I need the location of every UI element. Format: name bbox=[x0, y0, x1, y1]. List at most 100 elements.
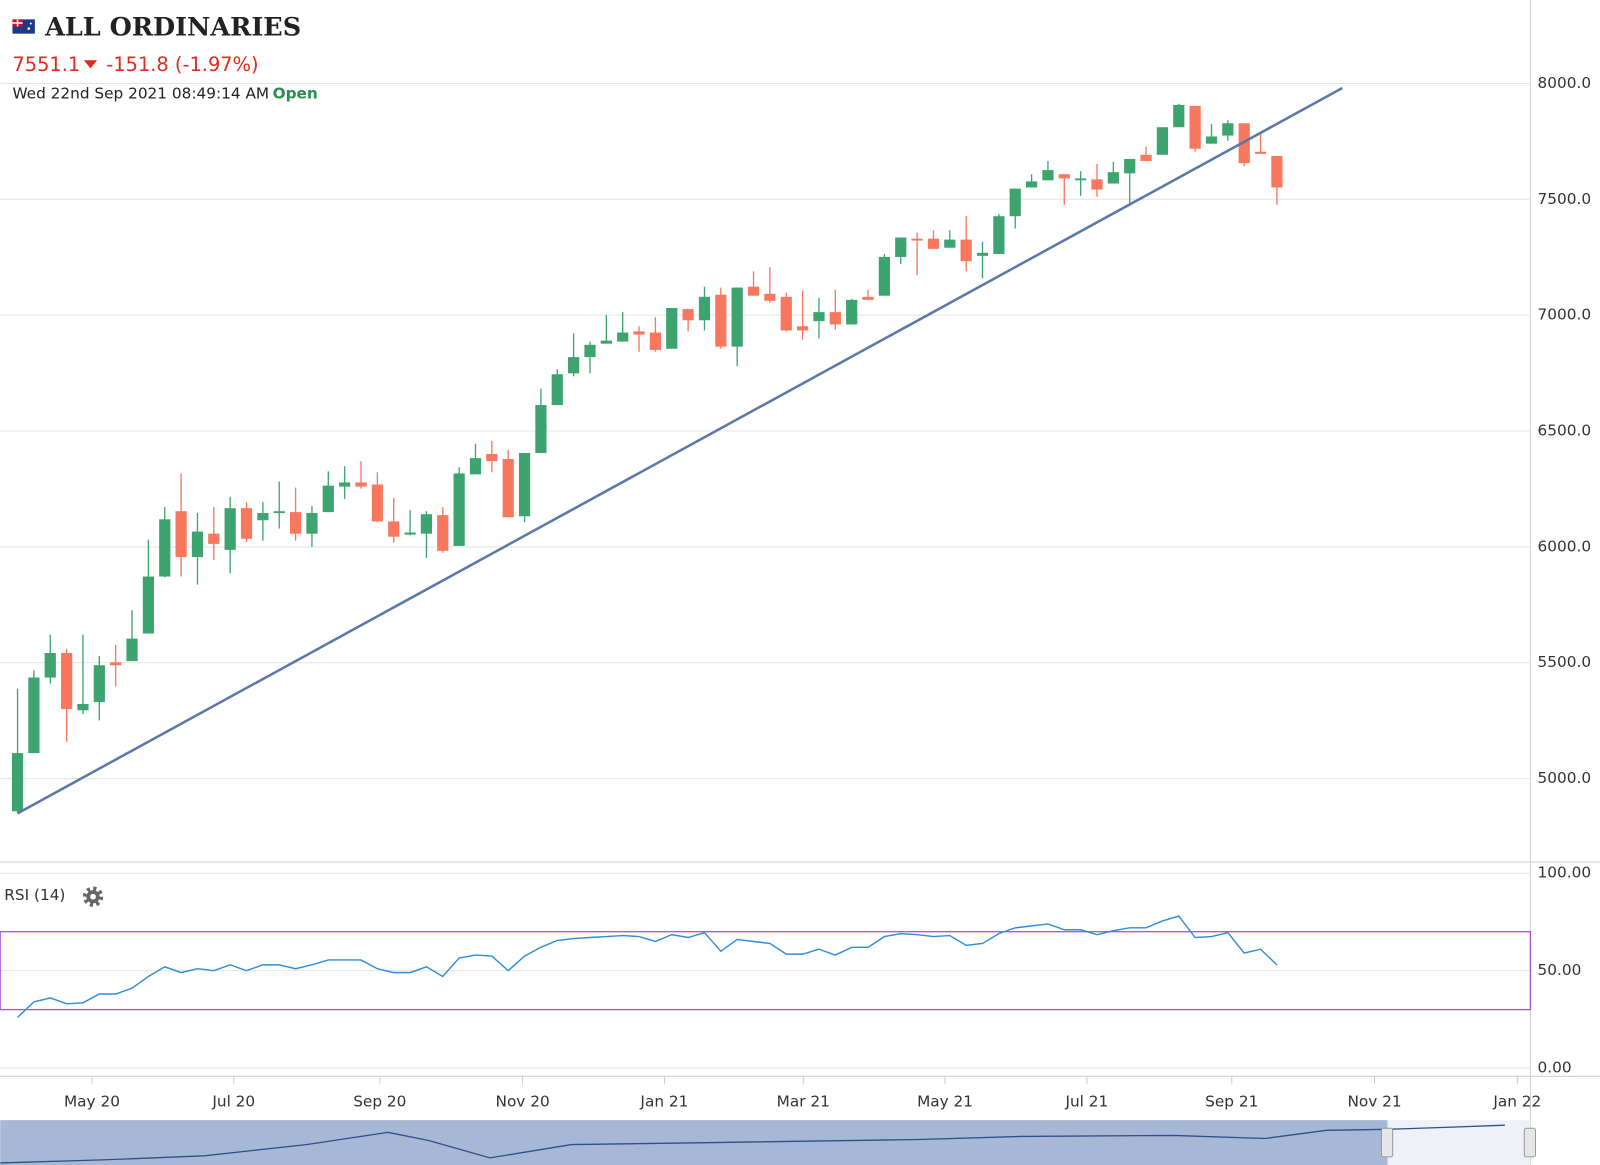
candle-body bbox=[371, 484, 383, 522]
y-tick-label: 0.00 bbox=[1538, 1059, 1572, 1077]
rsi-line bbox=[17, 915, 1278, 1018]
x-tick-label: Mar 21 bbox=[777, 1092, 830, 1110]
candle-body bbox=[289, 512, 302, 534]
candle-body bbox=[142, 576, 155, 634]
x-tick-label: May 20 bbox=[64, 1092, 120, 1110]
candle-body bbox=[437, 515, 449, 551]
x-tick-label: Jul 20 bbox=[211, 1092, 255, 1110]
candle-body bbox=[649, 332, 662, 350]
candle-body bbox=[1173, 104, 1185, 128]
candle-body bbox=[126, 638, 138, 662]
candle-body bbox=[960, 239, 972, 262]
candle-body bbox=[469, 458, 482, 475]
candle-body bbox=[240, 508, 253, 539]
candle-body bbox=[976, 252, 989, 256]
candle-body bbox=[322, 485, 334, 513]
x-tick-label: May 21 bbox=[917, 1092, 973, 1110]
candle-body bbox=[666, 307, 678, 349]
candle-body bbox=[486, 453, 498, 462]
y-tick-label: 50.00 bbox=[1538, 961, 1582, 979]
candle-body bbox=[813, 312, 825, 322]
navigator[interactable] bbox=[0, 1120, 1537, 1165]
candle-body bbox=[993, 216, 1005, 254]
candle-body bbox=[747, 286, 760, 296]
candle-body bbox=[502, 459, 514, 518]
candle-body bbox=[764, 293, 776, 301]
candle-body bbox=[682, 309, 694, 321]
candle-body bbox=[698, 296, 711, 321]
y-tick-label: 100.00 bbox=[1538, 864, 1592, 882]
candle-body bbox=[846, 299, 858, 325]
candle-body bbox=[829, 312, 841, 325]
y-tick-label: 6000.0 bbox=[1538, 537, 1592, 555]
candle-body bbox=[175, 511, 187, 558]
candle-body bbox=[878, 256, 890, 296]
candle-body bbox=[1009, 188, 1021, 217]
candle-body bbox=[862, 296, 874, 300]
candle-body bbox=[1075, 178, 1087, 181]
candle-body bbox=[191, 531, 204, 558]
candle-body bbox=[1058, 174, 1070, 179]
candle-body bbox=[535, 405, 547, 454]
candle-body bbox=[1271, 155, 1283, 188]
candle-body bbox=[1189, 105, 1201, 149]
candle-body bbox=[404, 532, 416, 535]
x-tick-label: Sep 21 bbox=[1205, 1092, 1258, 1110]
candle-body bbox=[568, 357, 580, 374]
candle-body bbox=[617, 332, 629, 342]
candle-body bbox=[1025, 181, 1038, 188]
candle-body bbox=[355, 482, 367, 487]
candle-body bbox=[110, 662, 122, 666]
y-tick-label: 7500.0 bbox=[1538, 190, 1592, 208]
y-tick-label: 7000.0 bbox=[1538, 306, 1592, 324]
settings-icon[interactable] bbox=[82, 886, 104, 907]
rsi-title: RSI (14) bbox=[4, 886, 65, 904]
candle-body bbox=[224, 508, 236, 550]
candle-body bbox=[1042, 170, 1054, 181]
candle-body bbox=[584, 344, 596, 358]
x-tick-label: Jul 21 bbox=[1064, 1092, 1108, 1110]
candle-body bbox=[1140, 154, 1152, 162]
candle-body bbox=[44, 653, 56, 678]
x-tick-label: Jan 21 bbox=[639, 1092, 688, 1110]
candle-body bbox=[600, 340, 612, 344]
x-tick-label: Jan 22 bbox=[1492, 1092, 1541, 1110]
index-title: ALL ORDINARIES bbox=[44, 13, 301, 43]
candle-body bbox=[93, 665, 105, 703]
candle-body bbox=[780, 296, 792, 331]
rsi-band bbox=[0, 931, 1532, 1011]
x-tick-label: Nov 21 bbox=[1347, 1092, 1401, 1110]
candle-body bbox=[551, 374, 563, 406]
candle-body bbox=[715, 294, 727, 347]
candle-body bbox=[77, 703, 89, 711]
candle-body bbox=[420, 514, 433, 534]
candle-body bbox=[1124, 158, 1136, 174]
candle-body bbox=[1091, 179, 1103, 190]
price: 7551.1 bbox=[12, 53, 80, 76]
market-status: Open bbox=[273, 84, 318, 102]
candle-body bbox=[453, 473, 465, 546]
candle-body bbox=[339, 482, 351, 487]
candle-body bbox=[1205, 136, 1218, 144]
candle-body bbox=[1254, 151, 1267, 154]
x-tick-label: Sep 20 bbox=[353, 1092, 406, 1110]
price-change: -151.8 (-1.97%) bbox=[106, 53, 258, 76]
candle-body bbox=[257, 513, 269, 521]
candle-body bbox=[11, 753, 24, 812]
y-tick-label: 5500.0 bbox=[1538, 653, 1592, 671]
candle-body bbox=[911, 238, 923, 241]
trendline bbox=[16, 86, 1343, 815]
candle-body bbox=[927, 238, 940, 249]
y-tick-label: 6500.0 bbox=[1538, 422, 1592, 440]
candle-body bbox=[273, 511, 285, 514]
candle-body bbox=[28, 677, 40, 754]
candle-body bbox=[944, 239, 956, 248]
candle-body bbox=[518, 453, 531, 517]
candle-body bbox=[306, 513, 318, 534]
down-arrow bbox=[83, 60, 98, 69]
candle-body bbox=[1107, 172, 1119, 184]
candle-body bbox=[633, 331, 645, 335]
candle-body bbox=[1222, 123, 1234, 136]
candle-body bbox=[1156, 127, 1169, 155]
flag-icon bbox=[12, 19, 35, 34]
